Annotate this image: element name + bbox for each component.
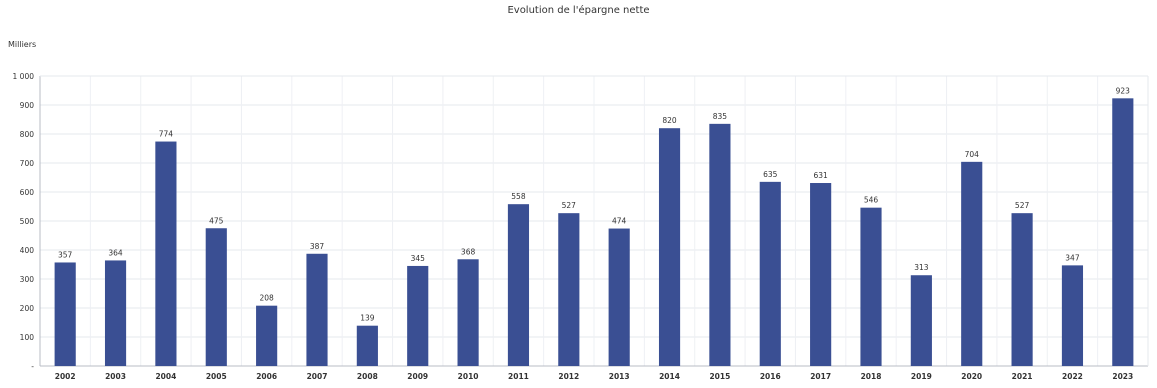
bar xyxy=(709,124,730,366)
y-tick-label: 800 xyxy=(20,130,35,139)
y-tick-label: 500 xyxy=(20,217,35,226)
x-tick-label: 2004 xyxy=(155,372,176,381)
data-label: 313 xyxy=(914,263,929,272)
x-tick-label: 2019 xyxy=(911,372,932,381)
data-label: 820 xyxy=(662,116,677,125)
bar xyxy=(407,266,428,366)
y-tick-label: 1 000 xyxy=(13,72,35,81)
x-tick-label: 2014 xyxy=(659,372,680,381)
data-label: 368 xyxy=(461,247,476,256)
x-tick-label: 2018 xyxy=(861,372,882,381)
data-label: 835 xyxy=(713,112,728,121)
bar xyxy=(1062,265,1083,366)
y-tick-label: 300 xyxy=(20,275,35,284)
bar xyxy=(609,229,630,366)
bar xyxy=(558,213,579,366)
x-tick-label: 2007 xyxy=(307,372,328,381)
y-tick-label: - xyxy=(31,362,34,371)
x-tick-labels: 2002 2003 2004 2005 2006 2007 2008 2009 2010 2011… xyxy=(55,372,1134,381)
bar xyxy=(306,254,327,366)
x-tick-label: 2005 xyxy=(206,372,227,381)
x-tick-label: 2020 xyxy=(961,372,982,381)
data-label: 527 xyxy=(1015,201,1030,210)
bar xyxy=(961,162,982,366)
data-label: 208 xyxy=(259,294,274,303)
bar xyxy=(155,142,176,366)
data-label: 139 xyxy=(360,314,375,323)
bar xyxy=(760,182,781,366)
data-label: 546 xyxy=(864,196,879,205)
y-tick-label: 700 xyxy=(20,159,35,168)
bar xyxy=(206,228,227,366)
data-label: 475 xyxy=(209,216,224,225)
x-tick-label: 2008 xyxy=(357,372,378,381)
x-tick-label: 2015 xyxy=(709,372,730,381)
bar xyxy=(1112,98,1133,366)
y-tick-label: 200 xyxy=(20,304,35,313)
data-label: 474 xyxy=(612,217,627,226)
x-tick-label: 2021 xyxy=(1012,372,1033,381)
y-tick-label: 900 xyxy=(20,101,35,110)
bar xyxy=(105,260,126,366)
x-tick-label: 2003 xyxy=(105,372,126,381)
bar xyxy=(55,262,76,366)
data-label: 357 xyxy=(58,250,73,259)
bar xyxy=(508,204,529,366)
y-tick-label: 100 xyxy=(20,333,35,342)
data-label: 558 xyxy=(511,192,526,201)
data-label: 345 xyxy=(411,254,426,263)
data-label: 347 xyxy=(1065,253,1080,262)
y-tick-label: 600 xyxy=(20,188,35,197)
bar xyxy=(860,208,881,366)
data-label: 774 xyxy=(159,130,174,139)
x-tick-label: 2012 xyxy=(558,372,579,381)
data-label: 364 xyxy=(108,248,123,257)
x-tick-label: 2010 xyxy=(458,372,479,381)
y-tick-label: 400 xyxy=(20,246,35,255)
x-tick-label: 2016 xyxy=(760,372,781,381)
bar xyxy=(357,326,378,366)
y-tick-labels: - 100 200 300 400 500 600 700 800 900 1 000 xyxy=(13,72,35,371)
x-tick-label: 2022 xyxy=(1062,372,1083,381)
data-label: 631 xyxy=(813,171,828,180)
data-label: 387 xyxy=(310,242,325,251)
x-tick-label: 2009 xyxy=(407,372,428,381)
bar xyxy=(256,306,277,366)
x-tick-label: 2002 xyxy=(55,372,76,381)
bar xyxy=(458,259,479,366)
data-label: 635 xyxy=(763,170,778,179)
bar xyxy=(1012,213,1033,366)
data-label: 704 xyxy=(965,150,980,159)
bar xyxy=(810,183,831,366)
x-tick-label: 2011 xyxy=(508,372,529,381)
x-tick-label: 2013 xyxy=(609,372,630,381)
x-tick-label: 2006 xyxy=(256,372,277,381)
x-tick-label: 2023 xyxy=(1112,372,1133,381)
data-label: 923 xyxy=(1116,86,1131,95)
bar xyxy=(911,275,932,366)
data-label: 527 xyxy=(562,201,577,210)
bar xyxy=(659,128,680,366)
x-tick-label: 2017 xyxy=(810,372,831,381)
